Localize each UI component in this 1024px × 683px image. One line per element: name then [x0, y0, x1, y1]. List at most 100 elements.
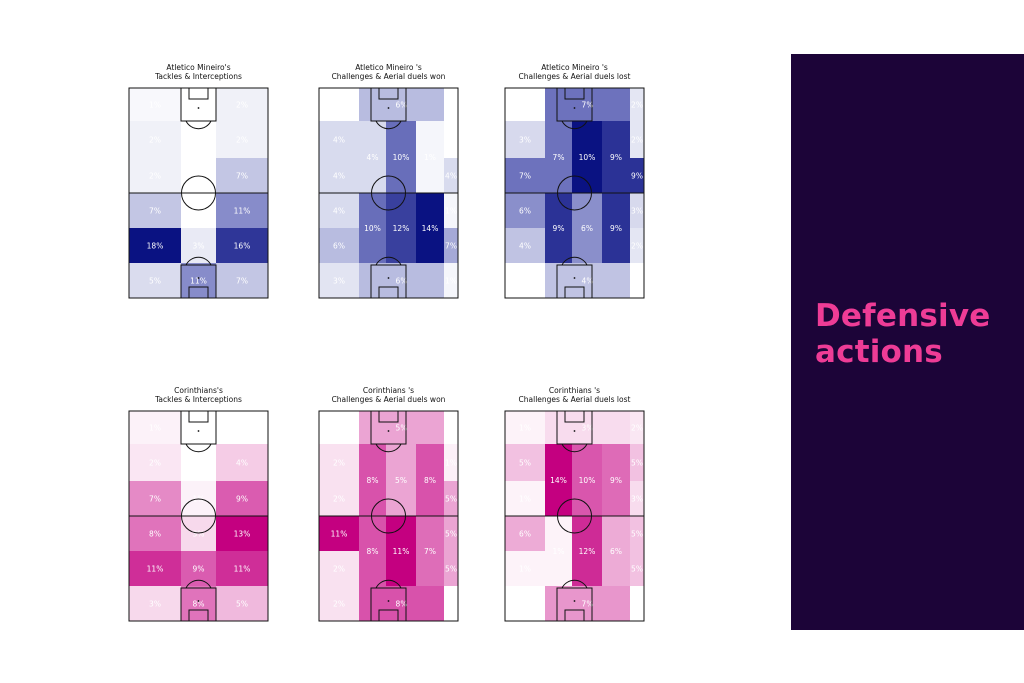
heatmap-cell: [216, 228, 268, 263]
cell-value-label: 2%: [631, 424, 643, 433]
chart-subtitle: Tackles & Interceptions: [154, 72, 242, 81]
cell-value-label: 4%: [333, 136, 345, 145]
heatmap-cell: [505, 88, 545, 121]
cell-value-label: 6%: [519, 530, 531, 539]
cell-value-label: 5%: [519, 459, 531, 468]
cell-value-label: 6%: [333, 242, 345, 251]
cell-value-label: 2%: [333, 600, 345, 609]
heatmap-cell: [505, 516, 545, 551]
heatmap-cell: [129, 121, 181, 158]
cell-value-label: 1%: [445, 207, 457, 216]
panel-title-line-2: actions: [815, 334, 943, 370]
heatmap-cell: [319, 481, 359, 516]
cell-value-label: 9%: [631, 172, 643, 181]
heatmap-cell: [444, 516, 458, 551]
heatmap-cell: [444, 158, 458, 193]
pitch-line: [561, 120, 588, 130]
cell-value-label: 0%: [333, 424, 345, 433]
penalty-spot: [197, 600, 200, 602]
penalty-spot: [197, 430, 200, 432]
heatmap-cell: [630, 228, 644, 263]
heatmap-cell: [181, 263, 216, 298]
heatmap-cell: [216, 263, 268, 298]
cell-value-label: 2%: [236, 101, 248, 110]
heatmap-cell: [216, 444, 268, 481]
heatmap-cell: [545, 121, 572, 193]
cell-value-label: 3%: [631, 495, 643, 504]
heatmap-cell: [602, 516, 630, 586]
heatmap-cell: [181, 121, 216, 158]
cell-value-label: 9%: [553, 224, 565, 233]
heatmap-cell: [444, 481, 458, 516]
pitch-line: [181, 498, 216, 534]
heatmap-cell: [319, 551, 359, 586]
chart-title: Corinthians 's: [549, 386, 600, 395]
cell-value-label: 11%: [190, 277, 207, 286]
cell-value-label: 18%: [147, 242, 164, 251]
cell-value-label: 12%: [393, 224, 410, 233]
heatmap-cell: [630, 88, 644, 121]
pitch-line: [375, 256, 402, 266]
cell-value-label: 4%: [582, 277, 594, 286]
pitch-line: [561, 579, 588, 589]
cell-value-label: 8%: [367, 547, 379, 556]
heatmap-cell: [545, 263, 630, 298]
cell-value-label: 0%: [193, 207, 205, 216]
penalty-spot: [387, 277, 390, 279]
chart-title: Atletico Mineiro 's: [541, 63, 608, 72]
cell-value-label: 10%: [579, 153, 596, 162]
heatmap-cell: [319, 444, 359, 481]
pitch-line: [564, 87, 585, 100]
pitch-line: [375, 120, 402, 130]
heatmap-cell: [505, 481, 545, 516]
cell-value-label: 0%: [193, 459, 205, 468]
heatmap-cell: [181, 586, 216, 621]
heatmap-cell: [630, 516, 644, 551]
cell-value-label: 3%: [582, 424, 594, 433]
penalty-spot: [387, 430, 390, 432]
cell-value-label: 0%: [236, 424, 248, 433]
chart-title: Corinthians 's: [363, 386, 414, 395]
cell-value-label: 13%: [234, 530, 251, 539]
heatmap-cell: [630, 121, 644, 158]
heatmap-cell: [545, 193, 572, 263]
heatmap-cell: [359, 121, 386, 193]
pitch-line: [371, 498, 406, 534]
cell-value-label: 14%: [550, 476, 567, 485]
cell-value-label: 9%: [610, 476, 622, 485]
cell-value-label: 10%: [393, 153, 410, 162]
pitch-line: [378, 286, 399, 299]
heatmap-cell: [416, 444, 444, 516]
heatmap-cell: [505, 411, 545, 444]
cell-value-label: 7%: [582, 600, 594, 609]
heatmap-cell: [359, 88, 444, 121]
chart-title: Corinthians's: [174, 386, 223, 395]
heatmap-cell: [630, 263, 644, 298]
cell-value-label: 9%: [193, 565, 205, 574]
heatmap-cell: [359, 516, 386, 586]
heatmap-cell: [359, 193, 386, 263]
cell-value-label: 0%: [445, 101, 457, 110]
cell-value-label: 3%: [149, 600, 161, 609]
cell-value-label: 2%: [333, 459, 345, 468]
chart-subtitle: Challenges & Aerial duels lost: [519, 72, 631, 81]
cell-value-label: 8%: [193, 600, 205, 609]
cell-value-label: 11%: [331, 530, 348, 539]
cell-value-label: 0%: [519, 101, 531, 110]
chart-subtitle: Tackles & Interceptions: [154, 395, 242, 404]
heatmap-cell: [545, 444, 572, 516]
cell-value-label: 2%: [149, 172, 161, 181]
heatmap-cell: [216, 481, 268, 516]
heatmap-cell: [416, 121, 444, 193]
cell-value-label: 6%: [396, 277, 408, 286]
cell-value-label: 1%: [445, 459, 457, 468]
heatmap-cell: [630, 193, 644, 228]
heatmap-cell: [319, 516, 359, 551]
heatmap-cell: [444, 411, 458, 444]
cell-value-label: 9%: [236, 495, 248, 504]
cell-value-label: 7%: [236, 172, 248, 181]
cell-value-label: 4%: [333, 207, 345, 216]
heatmap-cell: [319, 411, 359, 444]
